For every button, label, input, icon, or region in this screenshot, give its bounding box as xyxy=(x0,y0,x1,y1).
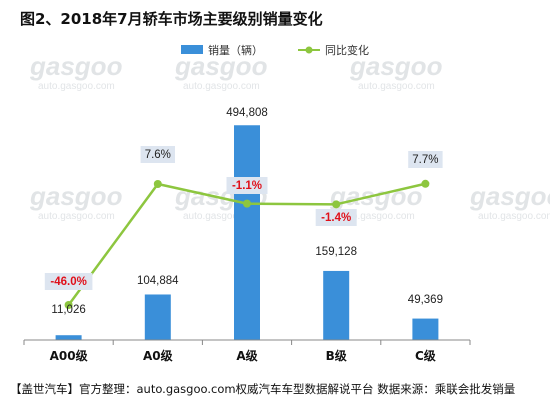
legend-bar-swatch xyxy=(181,45,203,54)
pct-label-box xyxy=(315,209,357,226)
watermark-url: auto.gasgoo.com xyxy=(338,211,415,222)
data-labels: 11,026 104,884 494,808 159,128 49,369 -46.0% 7… xyxy=(44,107,443,316)
watermark-url: auto.gasgoo.com xyxy=(478,211,550,222)
bar xyxy=(144,294,171,340)
legend-line-label: 同比变化 xyxy=(325,43,369,57)
pct-label-box xyxy=(140,146,175,163)
watermark-url: auto.gasgoo.com xyxy=(38,211,115,222)
line-point xyxy=(153,180,162,188)
bar-value-label: 494,808 xyxy=(226,107,268,119)
bar-value-label: 104,884 xyxy=(137,275,179,287)
watermark-url: auto.gasgoo.com xyxy=(183,211,260,222)
legend-line-marker xyxy=(305,46,313,54)
watermark-logo: gasgoo xyxy=(29,51,123,81)
category-label: A级 xyxy=(236,348,257,363)
line-point xyxy=(243,199,251,208)
watermark-logo: gasgoo xyxy=(29,181,123,211)
line-point xyxy=(332,200,341,209)
x-axis-ticks xyxy=(23,340,471,345)
bar xyxy=(412,318,439,340)
pct-label-box xyxy=(226,177,268,194)
footer-source: 【盖世汽车】官方整理：auto.gasgoo.com权威汽车车型数据解说平台 数… xyxy=(10,382,515,396)
category-label: C级 xyxy=(415,348,436,363)
pct-value-label: -1.4% xyxy=(321,212,351,224)
pct-value-label: 7.7% xyxy=(412,154,438,166)
watermark-url: auto.gasgoo.com xyxy=(183,81,260,92)
line-series xyxy=(64,179,430,309)
pct-label-box xyxy=(408,151,443,168)
line-point xyxy=(421,179,430,188)
watermark-logo: gasgoo xyxy=(349,51,443,81)
watermark-logo: gasgoo xyxy=(469,181,550,211)
pct-value-label: -1.1% xyxy=(232,180,262,192)
category-label: B级 xyxy=(326,348,347,363)
pct-value-label: -46.0% xyxy=(50,276,86,288)
category-label: A00级 xyxy=(50,348,88,363)
legend: 销量（辆） 同比变化 xyxy=(181,43,369,57)
bar-series xyxy=(55,125,439,340)
pct-value-label: 7.6% xyxy=(145,149,171,161)
line-point xyxy=(64,301,73,309)
watermark-logo: gasgoo xyxy=(174,51,268,81)
pct-label-box xyxy=(44,273,93,290)
bar-value-label: 49,369 xyxy=(408,294,443,306)
bar-value-label: 11,026 xyxy=(51,304,85,316)
legend-bar-label: 销量（辆） xyxy=(208,43,263,57)
watermark-url: auto.gasgoo.com xyxy=(38,81,115,92)
bar xyxy=(234,125,260,340)
watermark-url: auto.gasgoo.com xyxy=(358,81,435,92)
bar xyxy=(55,335,82,340)
watermarks: gasgooauto.gasgoo.comgasgooauto.gasgoo.c… xyxy=(29,51,550,222)
bar-value-label: 159,128 xyxy=(315,246,357,258)
bar xyxy=(323,270,350,340)
chart-title: 图2、2018年7月轿车市场主要级别销量变化 xyxy=(20,10,323,28)
category-label: A0级 xyxy=(143,348,173,363)
x-axis-labels: A00级 A0级 A级 B级 C级 xyxy=(50,348,436,363)
